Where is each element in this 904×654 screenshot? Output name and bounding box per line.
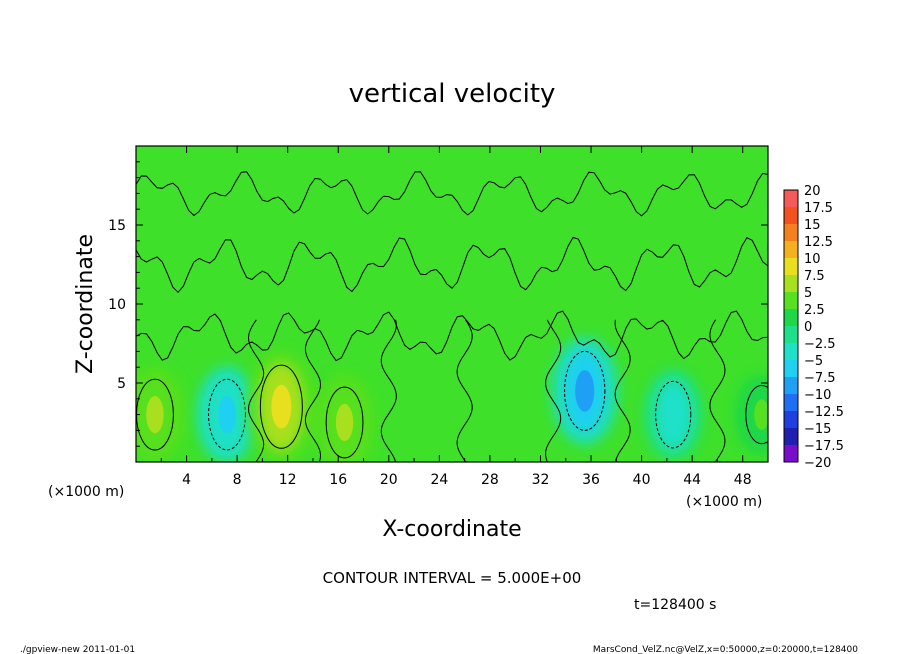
contour-lines [136, 171, 768, 462]
y-tick-label: 15 [108, 218, 126, 234]
colorbar-segment [784, 207, 798, 224]
colorbar-label: −10 [804, 388, 831, 403]
x-tick-label: 24 [430, 472, 448, 488]
feature-peak [754, 399, 768, 430]
x-tick-label: 4 [182, 472, 191, 488]
colorbar-label: 7.5 [804, 269, 825, 284]
colorbar-segment [784, 411, 798, 428]
colorbar-label: −15 [804, 422, 831, 437]
colorbar-segment [784, 224, 798, 241]
x-tick-label: 36 [582, 472, 600, 488]
colorbar-label: 2.5 [804, 303, 825, 318]
colorbar-segment [784, 292, 798, 309]
colorbar-label: 20 [804, 184, 821, 199]
colorbar-label: 12.5 [804, 235, 833, 250]
colorbar-segment [784, 343, 798, 360]
contour-line-2 [136, 310, 768, 362]
contour-vertical-2 [380, 319, 397, 462]
colorbar-label: 5 [804, 286, 812, 301]
contour-interval-text: CONTOUR INTERVAL = 5.000E+00 [323, 569, 582, 587]
colorbar-segment [784, 241, 798, 258]
y-axis: 5 10 15 [108, 161, 768, 447]
colorbar-label: −5 [804, 354, 823, 369]
x-unit-right: (×1000 m) [686, 494, 762, 510]
x-tick-label: 12 [279, 472, 297, 488]
contour-vertical-3 [456, 319, 473, 462]
colorbar-label: 0 [804, 320, 812, 335]
colorbar-label: 17.5 [804, 201, 833, 216]
feature-updraft-3 [313, 374, 376, 462]
time-text: t=128400 s [634, 597, 716, 613]
x-tick-label: 20 [380, 472, 398, 488]
y-tick-label: 10 [108, 297, 126, 313]
plot-area [135, 145, 769, 463]
feature-peak [271, 384, 292, 429]
feature-peak [664, 397, 682, 433]
contour-vertical-5 [614, 319, 631, 462]
feature-updraft-0 [136, 366, 186, 462]
colorbar-segment [784, 394, 798, 411]
colorbar-label: 15 [804, 218, 821, 233]
colorbar-segment [784, 377, 798, 394]
feature-contour [208, 378, 246, 451]
colorbar-segment [784, 428, 798, 445]
colorbar-label: −12.5 [804, 405, 844, 420]
contour-vertical-0 [247, 319, 265, 462]
colorbar: 20 17.5 15 12.5 10 7.5 5 2.5 0 −2.5 −5 −7.5 −10 −12.5… [783, 184, 844, 471]
colorbar-segment [784, 275, 798, 292]
colorbar-segment [784, 360, 798, 377]
x-tick-label: 8 [233, 472, 242, 488]
x-tick-label: 48 [734, 472, 752, 488]
x-tick-label: 16 [329, 472, 347, 488]
x-unit-left: (×1000 m) [48, 484, 124, 500]
plot-features [136, 336, 768, 462]
colorbar-segment [784, 258, 798, 275]
colorbar-segment [784, 190, 798, 207]
x-tick-label: 28 [481, 472, 499, 488]
x-axis-label: X-coordinate [382, 517, 521, 542]
feature-contour [325, 386, 364, 459]
colorbar-label: −7.5 [804, 371, 836, 386]
y-axis-label: Z-coordinate [73, 234, 98, 374]
x-axis: 4 8 12 16 20 24 28 32 36 40 44 48 [160, 146, 752, 488]
feature-contour [259, 364, 303, 449]
colorbar-frame [783, 189, 799, 463]
footer-left: ./gpview-new 2011-01-01 [20, 645, 135, 654]
colorbar-segment [784, 309, 798, 326]
x-tick-label: 40 [633, 472, 651, 488]
chart-title: vertical velocity [349, 79, 556, 109]
x-tick-label: 32 [532, 472, 550, 488]
contour-vertical-1 [304, 319, 322, 462]
colorbar-label: −20 [804, 456, 831, 471]
feature-peak [146, 396, 164, 434]
feature-peak [335, 403, 354, 442]
feature-downdraft-4 [550, 336, 619, 445]
colorbar-label: −2.5 [804, 337, 836, 352]
feature-peak [218, 396, 236, 434]
contour-vertical-6 [709, 319, 726, 462]
feature-contour [564, 350, 606, 431]
colorbar-label: 10 [804, 252, 821, 267]
feature-updraft-6 [734, 374, 768, 455]
feature-peak [575, 370, 595, 412]
feature-updraft-2 [246, 349, 317, 462]
colorbar-segment [784, 326, 798, 343]
footer-right: MarsCond_VelZ.nc@VelZ,x=0:50000,z=0:2000… [593, 645, 858, 654]
contour-line-1 [136, 236, 768, 294]
colorbar-segment [784, 445, 798, 462]
feature-contour [655, 380, 692, 449]
y-tick-label: 5 [117, 376, 126, 392]
feature-downdraft-5 [643, 369, 703, 461]
feature-contour [745, 385, 768, 445]
feature-downdraft-1 [195, 366, 259, 462]
x-tick-label: 44 [683, 472, 701, 488]
contour-vertical-4 [545, 319, 562, 462]
colorbar-label: −17.5 [804, 439, 844, 454]
contour-line-0 [136, 171, 768, 217]
